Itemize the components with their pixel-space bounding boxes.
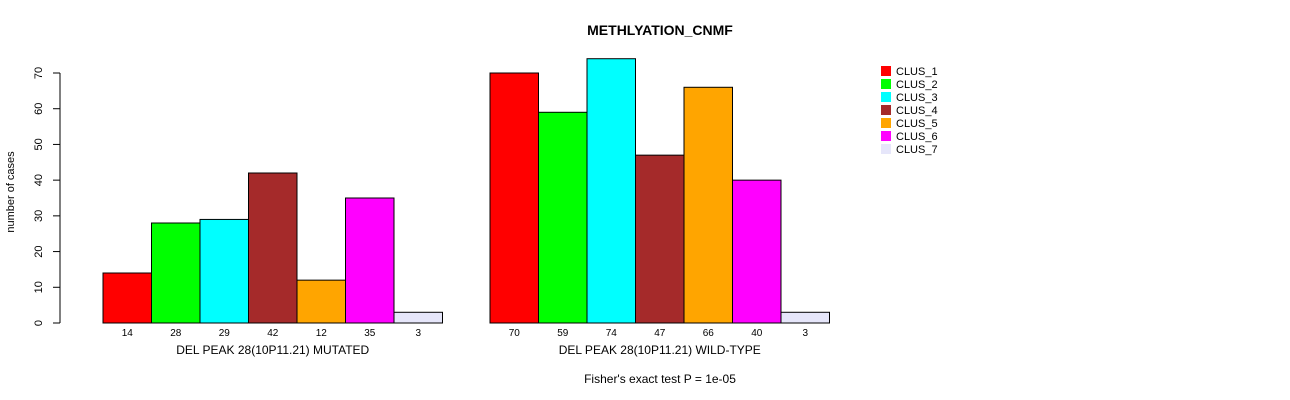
bar-clus-6 (345, 197, 395, 324)
legend-swatch (881, 66, 891, 76)
legend-label: CLUS_4 (896, 105, 938, 117)
y-tick-label: 40 (33, 174, 45, 186)
bar-clus-7 (780, 311, 830, 324)
bar-clus-5 (296, 279, 346, 324)
legend-label: CLUS_3 (896, 92, 938, 104)
legend-swatch (881, 79, 891, 89)
bar-clus-5 (683, 86, 733, 324)
bar-clus-3 (199, 218, 249, 324)
legend-label: CLUS_5 (896, 118, 938, 130)
bar-value-label: 35 (364, 328, 376, 339)
legend-swatch (881, 118, 891, 128)
legend-label: CLUS_6 (896, 131, 938, 143)
bar-clus-1 (489, 72, 539, 324)
legend-swatch (881, 144, 891, 154)
fisher-test-footnote: Fisher's exact test P = 1e-05 (584, 372, 736, 386)
legend-swatch (881, 105, 891, 115)
bar-value-label: 42 (267, 328, 279, 339)
bar-clus-2 (538, 111, 588, 324)
legend-swatch (881, 131, 891, 141)
bar-clus-4 (248, 172, 298, 324)
y-tick-label: 30 (33, 210, 45, 222)
bar-value-label: 70 (509, 328, 521, 339)
bar-value-label: 12 (316, 328, 328, 339)
legend-swatch (881, 92, 891, 102)
bar-value-label: 28 (170, 328, 182, 339)
legend-label: CLUS_2 (896, 79, 938, 91)
chart-title: METHLYATION_CNMF (587, 22, 733, 38)
legend-label: CLUS_1 (896, 66, 938, 78)
bar-value-label: 59 (557, 328, 569, 339)
bar-clus-3 (586, 58, 636, 324)
group-label: DEL PEAK 28(10P11.21) MUTATED (176, 343, 369, 357)
bar-value-label: 74 (606, 328, 618, 339)
bar-clus-1 (102, 272, 152, 324)
y-tick-label: 0 (33, 320, 45, 326)
bar-value-label: 3 (802, 328, 808, 339)
bar-value-label: 29 (219, 328, 231, 339)
bar-clus-6 (732, 179, 782, 324)
bar-clus-7 (393, 311, 443, 324)
y-tick-label: 20 (33, 245, 45, 257)
group-label: DEL PEAK 28(10P11.21) WILD-TYPE (559, 343, 761, 357)
bar-clus-2 (151, 222, 201, 324)
y-tick-label: 10 (33, 281, 45, 293)
legend: CLUS_1CLUS_2CLUS_3CLUS_4CLUS_5CLUS_6CLUS… (881, 66, 938, 156)
group-labels: DEL PEAK 28(10P11.21) MUTATED DEL PEAK 28… (176, 343, 761, 357)
bar-value-label: 3 (415, 328, 421, 339)
value-labels: 14 28 29 42 12 35 3 70 59 74 47 66 40 3 (122, 328, 809, 339)
bar-clus-4 (635, 154, 685, 324)
y-tick-label: 60 (33, 103, 45, 115)
bars (102, 58, 830, 324)
bar-value-label: 40 (751, 328, 763, 339)
y-tick-label: 70 (33, 67, 45, 79)
bar-value-label: 14 (122, 328, 134, 339)
bar-value-label: 47 (654, 328, 666, 339)
y-axis: 0 10 20 30 40 50 60 70 (33, 67, 61, 326)
legend-label: CLUS_7 (896, 144, 938, 156)
bar-value-label: 66 (703, 328, 715, 339)
y-axis-label: number of cases (5, 151, 17, 233)
y-tick-label: 50 (33, 138, 45, 150)
